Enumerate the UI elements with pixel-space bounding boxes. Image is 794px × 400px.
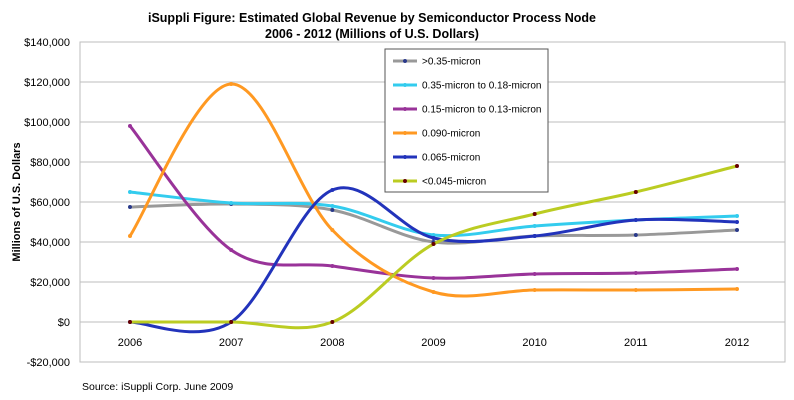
x-tick-label: 2006 [118,337,142,349]
y-tick-label: $20,000 [30,277,70,289]
grid-lines [80,41,785,363]
data-point [735,267,739,271]
data-point [330,228,335,232]
series-5 [128,164,739,330]
data-point [633,271,638,275]
x-tick-label: 2008 [320,337,344,349]
data-point [633,190,638,194]
data-point [532,224,537,228]
legend-marker [403,83,407,87]
data-point [128,124,132,128]
y-tick-label: $80,000 [30,157,70,169]
data-point [128,205,132,209]
legend-marker [403,131,407,135]
data-point [735,214,739,218]
legend-marker [403,179,407,183]
data-point [532,212,537,216]
legend-item: 0.35-micron to 0.18-micron [393,81,542,92]
series-line [128,190,739,238]
x-tick-label: 2010 [522,337,546,349]
data-point [532,234,537,238]
y-axis-ticks: -$20,000 $0 $20,000 $40,000 $60,000 $80,000 $1… [24,37,70,369]
data-point [330,320,335,324]
legend-marker [403,107,407,111]
y-tick-label: $60,000 [30,197,70,209]
legend-item: 0.090-micron [393,129,480,140]
series-line [128,186,739,334]
data-point [633,218,638,222]
data-point [735,228,739,232]
x-tick-label: 2009 [421,337,445,349]
y-tick-label: $40,000 [30,237,70,249]
source-note: Source: iSuppli Corp. June 2009 [82,381,233,393]
legend-label: <0.045-micron [422,177,486,188]
legend-item: 0.065-micron [393,153,480,164]
legend-label: 0.090-micron [422,129,480,140]
data-point [128,234,132,238]
data-point [128,320,132,324]
chart-title: iSuppli Figure: Estimated Global Revenue… [148,11,596,25]
data-point [633,233,638,237]
series-2 [128,124,739,280]
series-4 [128,186,739,334]
y-tick-label: $120,000 [24,77,70,89]
legend: >0.35-micron 0.35-micron to 0.18-micron 0.… [384,48,549,193]
data-point [229,320,234,324]
data-point [735,220,739,224]
data-point [431,242,436,246]
series-3 [128,82,739,298]
data-point [431,290,436,294]
data-point [532,272,537,276]
y-tick-label: $0 [58,317,70,329]
legend-item: <0.045-micron [393,177,486,188]
data-point [532,288,537,292]
data-point [735,164,739,168]
x-tick-label: 2007 [219,337,243,349]
data-point [330,204,335,208]
legend-item: >0.35-micron [393,57,481,68]
data-point [229,82,234,86]
series-1 [128,190,739,238]
data-point [735,287,739,291]
y-tick-label: -$20,000 [27,357,70,369]
data-point [330,264,335,268]
legend-item: 0.15-micron to 0.13-micron [393,105,542,116]
series-line [128,82,739,298]
data-point [431,276,436,280]
legend-label: 0.065-micron [422,153,480,164]
legend-label: 0.15-micron to 0.13-micron [422,105,542,116]
legend-label: 0.35-micron to 0.18-micron [422,81,542,92]
legend-marker [403,59,407,63]
legend-box [384,48,549,193]
data-point [229,201,234,205]
data-point [633,288,638,292]
legend-label: >0.35-micron [422,57,481,68]
data-point [431,236,436,240]
data-point [330,208,335,212]
legend-marker [403,155,407,159]
series-layer [128,82,739,334]
y-axis-label: Millions of U.S. Dollars [11,142,23,261]
x-tick-label: 2011 [624,337,648,349]
chart-subtitle: 2006 - 2012 (Millions of U.S. Dollars) [265,27,479,41]
data-point [431,233,436,237]
x-axis-ticks: 2006 2007 2008 2009 2010 2011 2012 [118,337,749,349]
y-tick-label: $140,000 [24,37,70,49]
data-point [229,248,234,252]
data-point [128,190,132,194]
data-point [330,188,335,192]
y-tick-label: $100,000 [24,117,70,129]
x-tick-label: 2012 [725,337,749,349]
